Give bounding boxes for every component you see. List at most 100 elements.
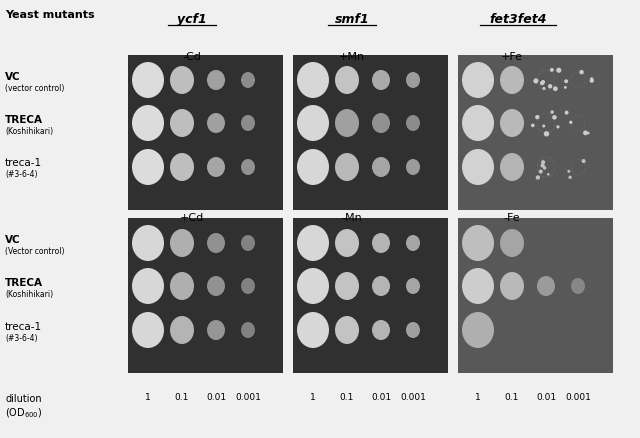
Bar	[293, 55, 448, 210]
Ellipse shape	[462, 105, 494, 141]
Text: treca-1: treca-1	[5, 158, 42, 168]
Ellipse shape	[556, 68, 561, 73]
Text: 0.1: 0.1	[175, 393, 189, 402]
Ellipse shape	[207, 233, 225, 253]
Ellipse shape	[462, 312, 494, 348]
Ellipse shape	[335, 66, 359, 94]
Ellipse shape	[589, 78, 594, 83]
Text: (#3-6-4): (#3-6-4)	[5, 170, 38, 179]
Ellipse shape	[556, 125, 559, 128]
Ellipse shape	[500, 66, 524, 94]
Ellipse shape	[297, 105, 329, 141]
Text: 1: 1	[475, 393, 481, 402]
Text: 1: 1	[310, 393, 316, 402]
Text: (Vector control): (Vector control)	[5, 247, 65, 256]
Ellipse shape	[550, 68, 554, 72]
Ellipse shape	[241, 72, 255, 88]
Bar	[128, 55, 283, 210]
Text: fet3fet4: fet3fet4	[489, 13, 547, 26]
Ellipse shape	[500, 229, 524, 257]
Text: ycf1: ycf1	[177, 13, 207, 26]
Ellipse shape	[587, 132, 589, 134]
Ellipse shape	[372, 70, 390, 90]
Text: -Cd: -Cd	[182, 52, 202, 62]
Ellipse shape	[207, 276, 225, 296]
Ellipse shape	[372, 320, 390, 340]
Text: 0.001: 0.001	[235, 393, 261, 402]
Text: 0.1: 0.1	[340, 393, 354, 402]
Text: VC: VC	[5, 72, 20, 82]
Text: 0.01: 0.01	[371, 393, 391, 402]
Ellipse shape	[297, 149, 329, 185]
Ellipse shape	[537, 70, 555, 90]
Ellipse shape	[207, 157, 225, 177]
Ellipse shape	[569, 120, 572, 124]
Text: (#3-6-4): (#3-6-4)	[5, 334, 38, 343]
Ellipse shape	[547, 173, 550, 176]
Text: 0.1: 0.1	[505, 393, 519, 402]
Ellipse shape	[537, 276, 555, 296]
Bar	[128, 218, 283, 373]
Text: treca-1: treca-1	[5, 322, 42, 332]
Ellipse shape	[537, 113, 555, 133]
Ellipse shape	[571, 159, 585, 175]
Ellipse shape	[567, 170, 570, 173]
Ellipse shape	[297, 312, 329, 348]
Ellipse shape	[542, 87, 545, 90]
Ellipse shape	[170, 316, 194, 344]
Ellipse shape	[564, 86, 567, 89]
Ellipse shape	[335, 272, 359, 300]
Ellipse shape	[241, 278, 255, 294]
Ellipse shape	[537, 157, 555, 177]
Ellipse shape	[462, 225, 494, 261]
Text: +Cd: +Cd	[180, 213, 204, 223]
Ellipse shape	[132, 268, 164, 304]
Ellipse shape	[241, 115, 255, 131]
Ellipse shape	[553, 86, 557, 91]
Text: (Koshihikari): (Koshihikari)	[5, 290, 53, 299]
Ellipse shape	[170, 66, 194, 94]
Ellipse shape	[462, 62, 494, 98]
Text: +Fe: +Fe	[501, 52, 523, 62]
Ellipse shape	[541, 80, 545, 84]
Bar	[293, 218, 448, 373]
Ellipse shape	[571, 278, 585, 294]
Ellipse shape	[579, 70, 584, 74]
Ellipse shape	[132, 62, 164, 98]
Ellipse shape	[571, 72, 585, 88]
Ellipse shape	[207, 320, 225, 340]
Ellipse shape	[132, 312, 164, 348]
Ellipse shape	[537, 70, 555, 90]
Ellipse shape	[406, 72, 420, 88]
Ellipse shape	[533, 78, 538, 84]
Ellipse shape	[571, 115, 585, 131]
Text: (vector control): (vector control)	[5, 84, 65, 93]
Ellipse shape	[571, 115, 585, 131]
Ellipse shape	[564, 111, 568, 115]
Ellipse shape	[552, 115, 557, 120]
Text: TRECA: TRECA	[5, 278, 43, 288]
Ellipse shape	[564, 79, 568, 83]
Ellipse shape	[297, 225, 329, 261]
Text: 0.01: 0.01	[536, 393, 556, 402]
Ellipse shape	[132, 105, 164, 141]
Text: TRECA: TRECA	[5, 115, 43, 125]
Ellipse shape	[406, 322, 420, 338]
Ellipse shape	[536, 175, 540, 180]
Ellipse shape	[372, 157, 390, 177]
Ellipse shape	[207, 70, 225, 90]
Text: (Koshihikari): (Koshihikari)	[5, 127, 53, 136]
Ellipse shape	[132, 225, 164, 261]
Ellipse shape	[571, 72, 585, 88]
Text: dilution: dilution	[5, 394, 42, 404]
Text: -Mn: -Mn	[342, 213, 362, 223]
Ellipse shape	[335, 153, 359, 181]
Ellipse shape	[170, 272, 194, 300]
Ellipse shape	[568, 176, 572, 179]
Ellipse shape	[571, 159, 585, 175]
Ellipse shape	[170, 109, 194, 137]
Text: (OD$_{600}$): (OD$_{600}$)	[5, 406, 42, 420]
Ellipse shape	[541, 160, 545, 164]
Ellipse shape	[531, 124, 534, 127]
Text: smf1: smf1	[335, 13, 369, 26]
